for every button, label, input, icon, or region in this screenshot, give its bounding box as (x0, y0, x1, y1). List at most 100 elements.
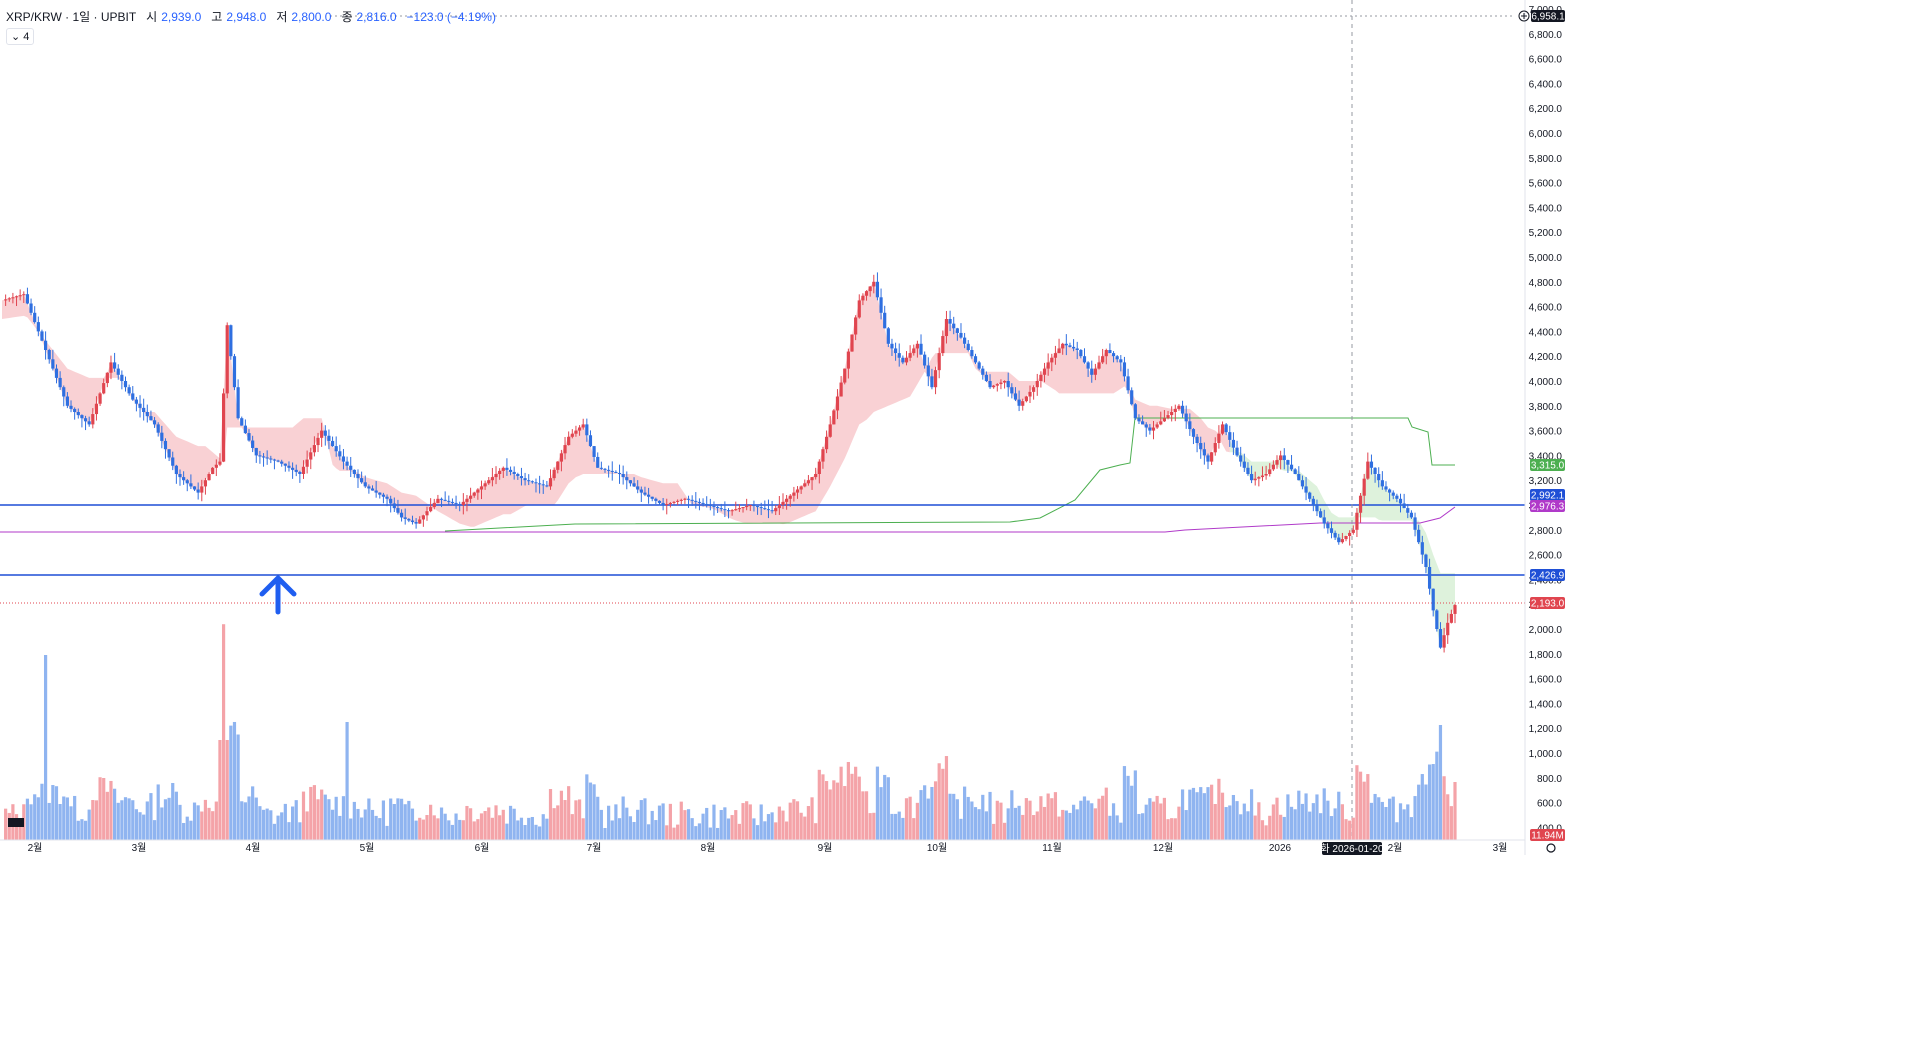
candle-body (1322, 517, 1326, 524)
volume-bar (465, 805, 469, 840)
volume-bar (378, 818, 382, 840)
volume-bar (617, 818, 622, 840)
candle-body (1384, 486, 1388, 490)
candle-body (439, 498, 444, 500)
candle-body (1344, 536, 1348, 540)
volume-bar (788, 802, 792, 840)
volume-bar (726, 818, 731, 840)
candle-body (429, 507, 433, 512)
volume-bar (62, 796, 66, 840)
candle-body (1101, 356, 1105, 363)
volume-bar (563, 800, 567, 840)
candle-body (392, 503, 396, 509)
volume-bar (1424, 784, 1428, 840)
y-tick-label: 4,600.0 (1529, 303, 1563, 314)
change-value: −123.0 (−4.19%) (406, 9, 496, 24)
candle-body (258, 455, 262, 457)
candle-body (218, 461, 222, 465)
low-label: 저 (276, 10, 288, 24)
candle-body (1115, 356, 1119, 360)
candle-body (679, 499, 683, 501)
logo-block (8, 818, 24, 827)
candle-body (992, 385, 996, 388)
candle-body (1177, 405, 1181, 409)
volume-bar (1391, 796, 1395, 840)
volume-bar (309, 786, 313, 840)
candle-body (654, 498, 658, 501)
candle-body (599, 467, 603, 469)
volume-bar (301, 791, 306, 840)
volume-bar (283, 803, 287, 840)
volume-bar (508, 805, 513, 840)
volume-bar (577, 799, 582, 840)
price-tag: 11.94M (1530, 829, 1565, 842)
volume-bar (138, 812, 142, 840)
candle-body (421, 515, 425, 520)
volume-bar (1224, 807, 1228, 840)
candle-body (327, 435, 331, 441)
volume-bar (1021, 814, 1025, 840)
volume-bar (145, 801, 149, 840)
y-tick-label: 2,000.0 (1529, 625, 1563, 636)
volume-bar (574, 800, 578, 840)
volume-bar (868, 813, 872, 840)
candle-body (1057, 348, 1061, 354)
volume-bar (73, 795, 77, 840)
volume-bar (1289, 806, 1294, 840)
candle-body (1188, 421, 1192, 430)
volume-bar (414, 820, 418, 840)
volume-bar (1028, 800, 1032, 840)
candle-body (552, 469, 556, 479)
candle-body (610, 470, 614, 472)
candle-body (4, 299, 8, 301)
volume-bar (857, 776, 861, 840)
candle-body (1231, 439, 1236, 448)
candle-body (999, 382, 1003, 385)
volume-bar (432, 815, 436, 840)
candle-body (708, 505, 712, 507)
volume-bar (893, 813, 898, 840)
volume-bar (1358, 771, 1363, 840)
candle-body (592, 446, 596, 457)
volume-bar (1279, 814, 1283, 840)
volume-bar (1035, 811, 1039, 840)
y-tick-label: 2,800.0 (1529, 526, 1563, 537)
candle-body (781, 501, 785, 505)
volume-bar (1282, 816, 1286, 840)
volume-bar (1326, 800, 1330, 840)
volume-bar (770, 812, 774, 840)
volume-bar (846, 761, 850, 840)
candle-body (628, 480, 633, 484)
candle-body (755, 506, 760, 508)
volume-bar (91, 800, 95, 840)
volume-bar (381, 800, 386, 840)
candle-body (1141, 421, 1145, 425)
symbol-label[interactable]: XRP/KRW · 1일 · UPBIT (6, 10, 137, 24)
candle-body (178, 474, 182, 478)
volume-bar (487, 807, 491, 840)
x-tick-label: 4월 (246, 842, 261, 854)
candle-body (665, 503, 669, 505)
candle-body (559, 453, 564, 462)
volume-bar (806, 806, 811, 840)
volume-bar (1311, 803, 1315, 840)
candle-body (970, 350, 974, 357)
candle-body (1021, 401, 1025, 406)
candle-body (625, 477, 629, 481)
candle-body (646, 494, 651, 497)
volume-bar (1130, 785, 1134, 840)
volume-bar (992, 823, 996, 840)
volume-bar (1380, 801, 1384, 840)
volume-bar (203, 799, 208, 840)
candle-body (1242, 461, 1246, 468)
candle-body (334, 446, 338, 452)
volume-bar (1420, 774, 1424, 840)
candle-body (984, 374, 989, 381)
indicator-toggle-button[interactable]: ⌄ 4 (6, 28, 35, 45)
volume-bar (679, 801, 683, 840)
candle-body (567, 436, 571, 446)
candle-body (309, 452, 313, 460)
candle-body (1409, 512, 1414, 518)
